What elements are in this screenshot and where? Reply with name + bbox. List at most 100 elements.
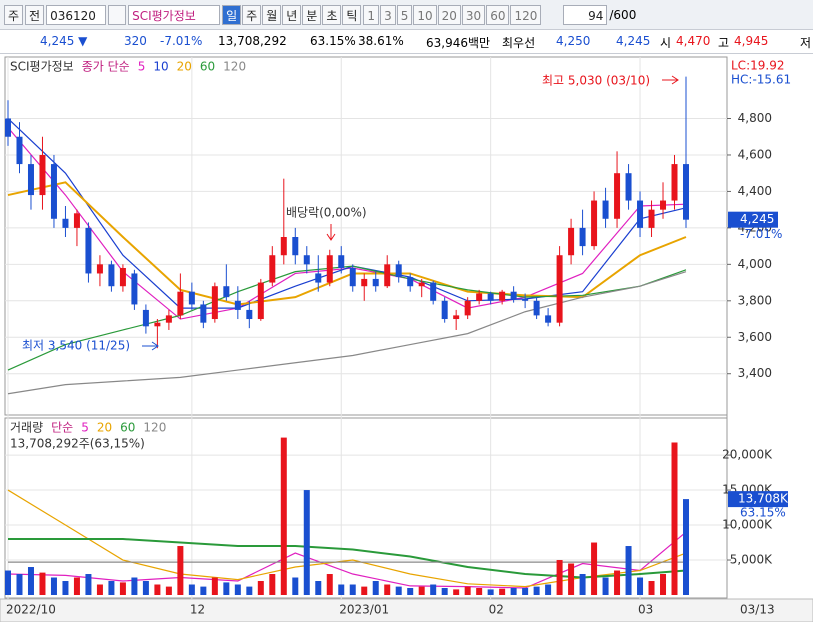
candle-body (315, 273, 322, 283)
market[interactable]: 주 (4, 4, 24, 25)
last-price-box (728, 211, 778, 228)
volume-bar (85, 574, 92, 595)
candle-body (510, 291, 517, 299)
minute-button[interactable]: 3 (380, 4, 396, 25)
candle-body (131, 273, 138, 305)
minute-button[interactable]: 60 (486, 4, 510, 25)
candle-body (683, 164, 689, 220)
candle-body (487, 293, 494, 301)
legend-label: SCI평가정보 (10, 60, 74, 74)
y-tick-label: 3,600 (738, 330, 772, 344)
volume-bar (430, 584, 437, 595)
candle-body (648, 209, 655, 228)
legend-entry: 5 (81, 421, 89, 435)
volume-bar (326, 574, 333, 595)
y-tick-label: 3,400 (738, 366, 772, 380)
minute-button[interactable]: 10 (413, 4, 437, 25)
volume-bar (165, 586, 172, 595)
period-button[interactable]: 일 (222, 4, 242, 25)
volume-bar (533, 586, 540, 595)
candle-body (234, 300, 241, 310)
minute-button[interactable]: 20 (437, 4, 461, 25)
volume-bar (280, 437, 287, 595)
candle-body (637, 200, 644, 228)
last-volume-rate: 63.15% (740, 506, 786, 520)
candle-body (188, 291, 195, 305)
ask: 4,250 (556, 34, 591, 48)
period-button[interactable]: 분 (302, 4, 322, 25)
candle-body (545, 315, 552, 323)
candle-body (407, 277, 414, 287)
minute-button[interactable]: 1 (363, 4, 380, 25)
legend-entry: 60 (120, 421, 135, 435)
candle-body (154, 322, 161, 327)
search[interactable] (108, 4, 127, 25)
candle-body (453, 315, 460, 320)
volume-summary: 13,708,292주(63,15%) (10, 437, 145, 451)
candle-body (568, 227, 575, 256)
period-button[interactable]: 틱 (342, 4, 362, 25)
volume-bar (338, 584, 345, 595)
chart: 3,4003,6003,8004,0004,2004,4004,6004,800… (0, 56, 813, 622)
minute-button[interactable]: 5 (396, 4, 413, 25)
minute-button[interactable]: 120 (510, 4, 542, 25)
volume-bar (27, 567, 34, 595)
legend-entry: 20 (177, 60, 192, 74)
volume-bar (188, 584, 195, 595)
volume-bar (177, 546, 184, 595)
x-axis-band (0, 598, 813, 622)
candle-body (223, 286, 230, 298)
volume-bar (384, 584, 391, 595)
rate: -7.01% (160, 34, 203, 48)
last-rate: -7.01% (740, 227, 782, 241)
period-button[interactable]: 초 (322, 4, 342, 25)
candle-body (269, 255, 276, 283)
period-button[interactable]: 월 (262, 4, 282, 25)
change: 320 (124, 34, 147, 48)
volume-bar (131, 577, 138, 595)
volume-bar (372, 581, 379, 595)
volume-bar (108, 581, 115, 595)
last-volume: 13,708K (738, 492, 789, 506)
volume-bar (418, 586, 425, 595)
volume-panel (4, 417, 728, 599)
volume-bar (625, 546, 632, 595)
x-tick-label: 12 (190, 603, 205, 617)
low-label: 저 (800, 36, 812, 50)
volume-bar (671, 442, 678, 595)
candle-body (39, 154, 46, 196)
period-button[interactable]: 년 (282, 4, 302, 25)
minute-button[interactable]: 30 (461, 4, 486, 25)
candle-body (349, 267, 356, 287)
best-label: 최우선 (502, 36, 536, 50)
candle-body (85, 227, 92, 274)
y-tick-label: 3,800 (738, 293, 772, 307)
volume-bar (510, 588, 517, 595)
arrow (142, 341, 159, 351)
volume-bar (441, 588, 448, 595)
y-tick-label: 5,000K (730, 553, 773, 567)
volume-bar (154, 584, 161, 595)
candle-body (430, 282, 437, 301)
volume-bar (292, 577, 299, 595)
period-button[interactable]: 주 (242, 4, 262, 25)
high-annotation: 최고 5,030 (03/10) (542, 74, 650, 88)
volume-bar (5, 570, 11, 595)
price: 4,245 ▼ (40, 34, 88, 48)
code-input[interactable]: 036120 (46, 4, 107, 25)
volume-bar (637, 577, 644, 595)
volume-bar (361, 586, 368, 595)
count[interactable]: 94 (563, 4, 608, 25)
count-max: /600 (609, 7, 637, 22)
legend-label: 단순 (51, 421, 73, 435)
mode[interactable]: 전 (25, 4, 45, 25)
volume-bar (487, 589, 494, 595)
volume-bar (556, 560, 563, 595)
legend-entry: 120 (223, 60, 246, 74)
volume-bar (407, 588, 414, 595)
candle-body (27, 164, 34, 196)
y-tick-label: 4,600 (738, 147, 772, 161)
